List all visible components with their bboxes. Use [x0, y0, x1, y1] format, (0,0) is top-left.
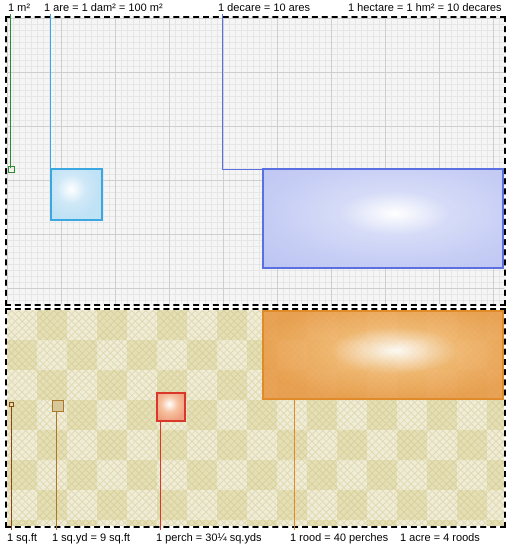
pointer-rood	[294, 400, 295, 530]
pointer-sqft	[11, 406, 12, 530]
unit-m2	[8, 166, 15, 173]
label-perch: 1 perch = 30¼ sq.yds	[156, 532, 261, 544]
label-are: 1 are = 1 dam² = 100 m²	[44, 2, 163, 14]
pointer-perch	[160, 422, 161, 530]
label-m2: 1 m²	[8, 2, 30, 14]
unit-rood	[262, 310, 504, 400]
pointer-decare-v	[222, 14, 223, 170]
pointer-are	[50, 14, 51, 168]
unit-perch	[156, 392, 186, 422]
label-decare: 1 decare = 10 ares	[218, 2, 310, 14]
pointer-decare-h	[222, 169, 262, 170]
label-sqyd: 1 sq.yd = 9 sq.ft	[52, 532, 130, 544]
label-hectare: 1 hectare = 1 hm² = 10 decares	[348, 2, 501, 14]
label-sqft: 1 sq.ft	[7, 532, 37, 544]
label-rood: 1 rood = 40 perches	[290, 532, 388, 544]
unit-sqyd	[52, 400, 64, 412]
unit-decare	[262, 168, 504, 269]
unit-are	[50, 168, 103, 221]
pointer-m2	[10, 14, 11, 168]
pointer-sqyd	[56, 412, 57, 530]
label-acre: 1 acre = 4 roods	[400, 532, 480, 544]
area-units-diagram: 1 m² 1 are = 1 dam² = 100 m² 1 decare = …	[0, 0, 512, 547]
